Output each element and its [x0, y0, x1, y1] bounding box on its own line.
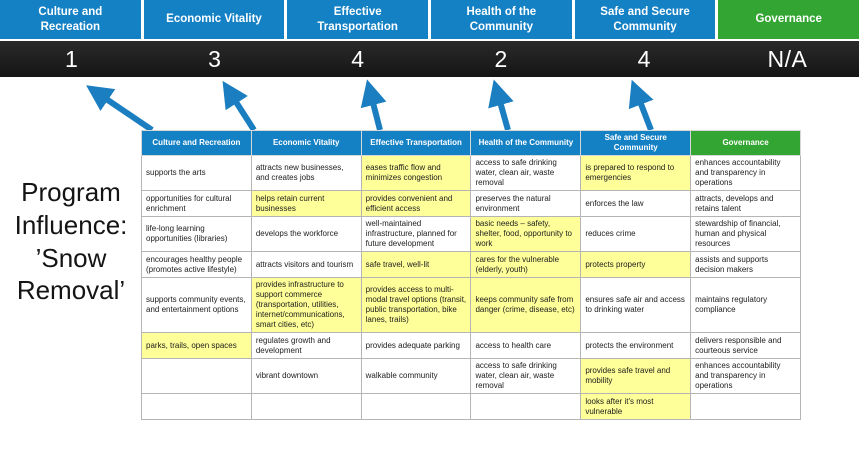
matrix-row-6: parks, trails, open spaces regulates grow…	[141, 332, 801, 359]
matrix-cell-highlighted: provides convenient and efficient access	[360, 190, 472, 217]
matrix-cell: access to health care	[470, 332, 582, 359]
pillar-governance: Governance	[718, 0, 859, 39]
matrix-cell-highlighted: keeps community safe from danger (crime,…	[470, 277, 582, 333]
matrix-cell: encourages healthy people (promotes acti…	[141, 251, 252, 278]
matrix-cell	[470, 393, 582, 420]
matrix-cell: stewardship of financial, human and phys…	[690, 216, 801, 252]
matrix-cell	[360, 393, 472, 420]
score-arrows-layer	[86, 79, 654, 133]
score-row: 1 3 4 2 4 N/A	[0, 41, 859, 77]
matrix-row-1: supports the arts attracts new businesses…	[141, 155, 801, 191]
matrix-row-8: looks after it's most vulnerable	[141, 393, 801, 420]
score-economic-vitality: 3	[208, 45, 222, 72]
matrix-cell-highlighted: provides infrastructure to support comme…	[250, 277, 362, 333]
arrow-up-icon	[86, 85, 154, 133]
matrix-cell: provides adequate parking	[360, 332, 472, 359]
pillar-effective-transportation: Effective Transportation	[287, 0, 429, 39]
matrix-cell-highlighted: eases traffic flow and minimizes congest…	[360, 155, 472, 191]
matrix-cell: vibrant downtown	[250, 358, 362, 394]
matrix-cell: delivers responsible and courteous servi…	[690, 332, 801, 359]
score-health-of-the-community: 2	[494, 45, 508, 72]
matrix-cell: supports community events, and entertain…	[141, 277, 252, 333]
matrix-cell: assists and supports decision makers	[690, 251, 801, 278]
matrix-cell: protects the environment	[580, 332, 692, 359]
matrix-cell: reduces crime	[580, 216, 692, 252]
matrix-row-7: vibrant downtown walkable community access…	[141, 358, 801, 394]
matrix-body: supports the arts attracts new businesses…	[141, 155, 801, 420]
matrix-cell	[141, 393, 252, 420]
score-governance: N/A	[767, 45, 808, 72]
program-influence-title: Program Influence: ’Snow Removal’	[14, 177, 128, 306]
matrix-header-economic-vitality: Economic Vitality	[250, 130, 362, 156]
matrix-header-effective-transportation: Effective Transportation	[360, 130, 472, 156]
matrix-cell: attracts, develops and retains talent	[690, 190, 801, 217]
matrix-header-row: Culture and Recreation Economic Vitality E…	[141, 130, 801, 156]
matrix-row-4: encourages healthy people (promotes acti…	[141, 251, 801, 278]
matrix-cell: attracts visitors and tourism	[250, 251, 362, 278]
matrix-cell: life-long learning opportunities (librar…	[141, 216, 252, 252]
pillar-economic-vitality: Economic Vitality	[143, 0, 285, 39]
matrix-cell-highlighted: provides safe travel and mobility	[580, 358, 692, 394]
arrow-up-icon	[488, 79, 514, 131]
matrix-cell-highlighted: cares for the vulnerable (elderly, youth…	[470, 251, 582, 278]
arrow-up-icon	[222, 80, 257, 132]
matrix-cell: attracts new businesses, and creates job…	[250, 155, 362, 191]
matrix-cell: ensures safe air and access to drinking …	[580, 277, 692, 333]
matrix-row-2: opportunities for cultural enrichment hel…	[141, 190, 801, 217]
score-effective-transportation: 4	[351, 45, 365, 72]
matrix-header-health-of-the-community: Health of the Community	[470, 130, 582, 156]
matrix-cell-highlighted: is prepared to respond to emergencies	[580, 155, 692, 191]
matrix-header-culture-and-recreation: Culture and Recreation	[141, 130, 252, 156]
matrix-cell-highlighted: parks, trails, open spaces	[141, 332, 252, 359]
arrow-up-icon	[628, 79, 654, 132]
matrix-cell: access to safe drinking water, clean air…	[470, 358, 582, 394]
matrix-cell: enforces the law	[580, 190, 692, 217]
matrix-cell: walkable community	[360, 358, 472, 394]
matrix-cell	[250, 393, 362, 420]
pillar-row: Culture and Recreation Economic Vitality E…	[0, 0, 859, 39]
pillar-safe-and-secure-community: Safe and Secure Community	[574, 0, 716, 39]
matrix-cell: enhances accountability and transparency…	[690, 358, 801, 394]
program-influence-matrix: Culture and Recreation Economic Vitality E…	[141, 130, 801, 420]
matrix-row-3: life-long learning opportunities (librar…	[141, 216, 801, 252]
matrix-cell-highlighted: looks after it's most vulnerable	[580, 393, 692, 420]
matrix-cell: enhances accountability and transparency…	[690, 155, 801, 191]
matrix-cell: supports the arts	[141, 155, 252, 191]
matrix-row-5: supports community events, and entertain…	[141, 277, 801, 333]
matrix-cell-highlighted: protects property	[580, 251, 692, 278]
pillar-health-of-the-community: Health of the Community	[431, 0, 572, 39]
matrix-cell-highlighted: helps retain current businesses	[250, 190, 362, 217]
matrix-cell-highlighted: safe travel, well-lit	[360, 251, 472, 278]
matrix-cell: opportunities for cultural enrichment	[141, 190, 252, 217]
matrix-cell: access to safe drinking water, clean air…	[470, 155, 582, 191]
score-safe-and-secure-community: 4	[637, 45, 651, 72]
matrix-cell: well-maintained infrastructure, planned …	[360, 216, 472, 252]
matrix-cell-highlighted: provides access to multi-modal travel op…	[360, 277, 472, 333]
matrix-header-governance: Governance	[690, 130, 801, 156]
matrix-cell: develops the workforce	[250, 216, 362, 252]
score-culture-and-recreation: 1	[64, 45, 79, 72]
matrix-cell	[141, 358, 252, 394]
matrix-header-safe-and-secure-community: Safe and Secure Community	[580, 130, 692, 156]
pillar-culture-and-recreation: Culture and Recreation	[0, 0, 141, 39]
matrix-cell: regulates growth and development	[250, 332, 362, 359]
matrix-cell: maintains regulatory compliance	[690, 277, 801, 333]
matrix-cell-highlighted: basic needs – safety, shelter, food, opp…	[470, 216, 582, 252]
matrix-cell: preserves the natural environment	[470, 190, 582, 217]
arrow-up-icon	[360, 79, 387, 131]
matrix-cell	[690, 393, 801, 420]
